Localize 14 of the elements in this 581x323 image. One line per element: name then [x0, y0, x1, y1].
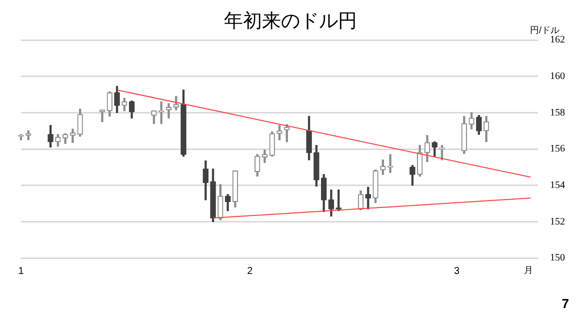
y-tick-label: 162: [550, 34, 565, 46]
y-tick-label: 154: [550, 180, 565, 191]
text: 7: [562, 296, 569, 311]
y-tick-label: 158: [550, 107, 565, 118]
x-tick-label: 2: [247, 266, 254, 277]
x-tick-label: 3: [454, 266, 460, 277]
y-tick-label: 152: [550, 216, 565, 228]
x-tick-label: 1: [18, 266, 24, 277]
chart-title: 年初来のドル円: [224, 11, 357, 32]
y-tick-label: 156: [550, 144, 565, 155]
x-axis-title: 月: [524, 264, 533, 277]
y-axis-title: 円/ドル: [530, 24, 560, 36]
y-tick-label: 150: [550, 252, 565, 264]
y-tick-label: 160: [550, 70, 565, 82]
